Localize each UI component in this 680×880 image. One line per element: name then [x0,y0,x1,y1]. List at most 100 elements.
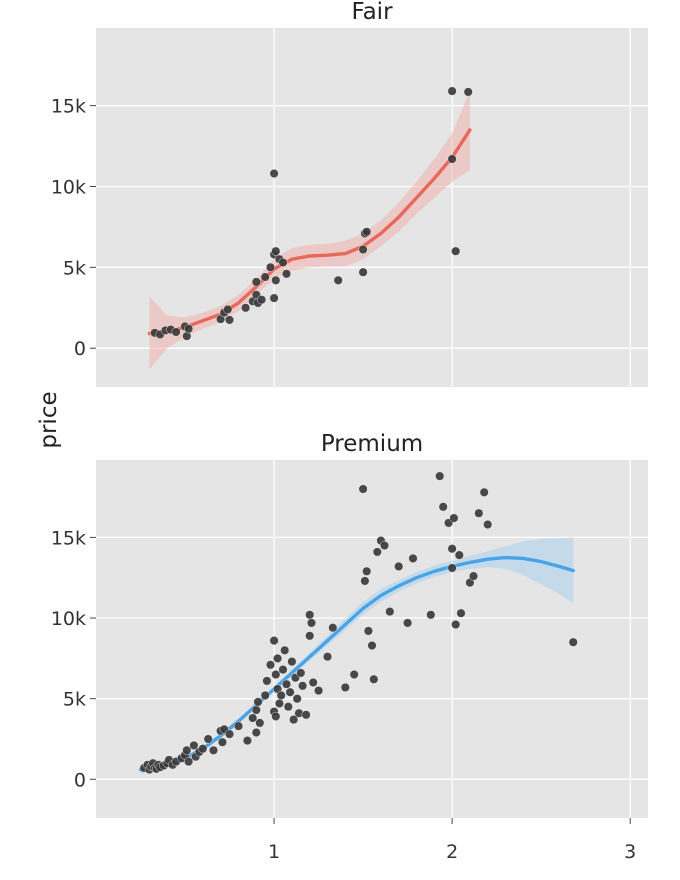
data-point [289,715,299,725]
data-point [283,702,293,712]
data-point [274,699,284,709]
data-point [262,676,272,686]
data-point [301,710,311,720]
data-point [184,324,194,334]
data-point [242,736,252,746]
data-point [271,670,281,680]
data-point [363,626,373,636]
data-point [198,744,208,754]
data-point [182,745,192,755]
data-point [305,610,315,620]
data-point [456,608,466,618]
data-point [323,652,333,662]
data-point [426,610,436,620]
data-point [394,561,404,571]
data-point [217,737,227,747]
y-tick-label: 15k [51,527,86,549]
data-point [184,757,194,767]
data-point [233,721,243,731]
panel-title: Premium [321,431,423,457]
data-point [266,660,276,670]
data-point [362,566,372,576]
y-tick-label: 15k [51,96,86,118]
data-point [367,641,377,651]
data-point [447,154,457,164]
data-point [358,484,368,494]
y-axis-title: price [36,391,62,448]
data-point [447,563,457,573]
data-point [474,508,484,518]
data-point [568,637,578,647]
data-point [271,711,281,721]
data-point [463,87,473,97]
data-point [479,487,489,497]
data-point [292,694,302,704]
data-point [298,681,308,691]
data-point [241,303,251,313]
y-tick-label: 10k [51,176,86,198]
data-point [269,168,279,178]
data-point [447,544,457,554]
data-point [257,295,267,305]
data-point [276,690,286,700]
panel-fair: 0 5k 10k 15k Fair [51,0,648,387]
data-point [447,86,457,96]
data-point [269,293,279,303]
data-point [280,645,290,655]
data-point [251,728,261,738]
data-point [358,244,368,254]
data-point [340,682,350,692]
data-point [333,275,343,285]
data-point [314,686,324,696]
data-point [307,618,317,628]
y-tick-label: 5k [63,689,86,711]
smooth-line [147,128,472,336]
panel-title: Fair [351,0,393,25]
data-point [296,668,306,678]
data-point [380,541,390,551]
data-point [369,674,379,684]
data-point [285,687,295,697]
x-axis: 1 2 3 [268,818,636,863]
data-point [203,734,213,744]
y-tick-label: 0 [74,769,86,791]
data-point [349,670,359,680]
data-point [385,607,395,617]
data-point [251,277,261,287]
data-point [273,653,283,663]
data-point [438,502,448,512]
data-point [308,678,318,688]
data-point [403,618,413,628]
data-point [224,729,234,739]
data-point [287,657,297,667]
data-point [278,665,288,675]
data-point [282,679,292,689]
data-point [255,718,265,728]
data-point [171,327,181,337]
data-point [451,620,461,630]
data-point [282,269,292,279]
data-point [372,547,382,557]
data-point [253,697,263,707]
data-point [251,705,261,715]
data-point [271,275,281,285]
x-tick-label: 1 [268,841,280,863]
data-point [266,262,276,272]
data-point [451,246,461,256]
data-point [358,267,368,277]
data-point [208,745,218,755]
x-tick-label: 2 [446,841,458,863]
data-point [469,571,479,581]
y-tick-label: 5k [63,257,86,279]
data-point [260,272,270,282]
data-point [271,246,281,256]
data-point [449,513,459,523]
data-point [483,520,493,530]
data-point [248,713,258,723]
data-point [435,471,445,481]
panel-premium: 0 5k 10k 15k Premium [51,431,648,818]
x-tick-label: 3 [624,841,636,863]
data-point [269,636,279,646]
data-point [278,258,288,268]
